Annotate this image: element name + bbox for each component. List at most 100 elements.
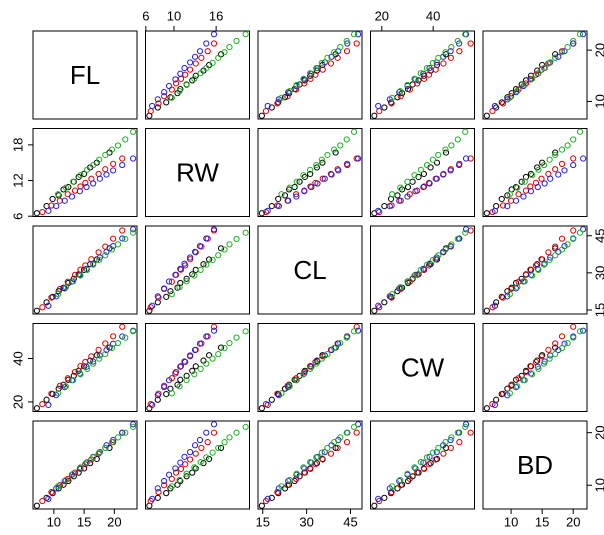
point <box>576 229 584 236</box>
point <box>321 59 328 66</box>
point <box>507 197 515 204</box>
point <box>177 279 184 287</box>
point <box>177 75 185 82</box>
panel <box>145 128 250 217</box>
point <box>396 89 403 96</box>
point <box>335 167 342 174</box>
point <box>198 54 205 61</box>
point <box>147 304 154 311</box>
point <box>187 254 194 261</box>
point <box>398 186 406 193</box>
point <box>154 96 161 103</box>
point <box>350 31 358 38</box>
point <box>210 421 218 428</box>
point <box>84 266 91 273</box>
point <box>122 429 129 436</box>
point <box>371 502 378 509</box>
point <box>154 104 161 111</box>
point <box>181 260 188 267</box>
point <box>535 266 542 273</box>
point <box>54 291 62 298</box>
point <box>217 344 225 351</box>
point <box>209 256 216 264</box>
point <box>433 159 441 166</box>
point <box>417 459 424 466</box>
point <box>576 31 584 38</box>
x-tick-label: 10 <box>47 514 61 529</box>
point <box>375 302 382 309</box>
point <box>45 495 52 503</box>
point <box>546 156 553 163</box>
point <box>197 459 204 466</box>
point <box>233 37 240 45</box>
y-tick-label: 45 <box>592 228 604 242</box>
point <box>493 299 500 306</box>
point <box>268 494 275 501</box>
point <box>204 48 211 55</box>
point <box>491 207 499 214</box>
point <box>96 254 103 261</box>
point <box>308 183 315 191</box>
point <box>108 439 116 446</box>
point <box>90 358 97 365</box>
point <box>90 261 97 268</box>
point <box>313 360 320 367</box>
panel <box>145 225 250 315</box>
point <box>262 108 270 115</box>
point <box>146 307 153 314</box>
point <box>521 377 528 384</box>
point <box>564 142 571 149</box>
point <box>209 355 216 362</box>
point <box>90 454 97 461</box>
point <box>337 434 344 441</box>
point <box>149 401 156 409</box>
point <box>397 476 404 484</box>
point <box>286 88 293 95</box>
point <box>404 278 411 285</box>
point <box>215 444 222 452</box>
point <box>95 346 102 353</box>
point <box>447 167 454 174</box>
point <box>483 210 490 217</box>
point <box>397 284 404 291</box>
point <box>344 161 351 169</box>
point <box>242 31 249 38</box>
point <box>102 151 109 159</box>
point <box>149 302 156 309</box>
point <box>371 112 378 119</box>
point <box>182 71 189 78</box>
point <box>284 482 291 489</box>
panel <box>370 323 475 412</box>
point <box>70 473 77 480</box>
point <box>264 207 271 214</box>
point <box>529 75 536 82</box>
y-tick-label: 30 <box>592 266 604 280</box>
point <box>432 456 439 463</box>
point <box>189 469 196 476</box>
point <box>412 271 419 278</box>
point <box>455 161 463 169</box>
point <box>423 261 431 268</box>
point <box>397 88 404 95</box>
point <box>281 192 289 199</box>
point <box>435 54 442 61</box>
point <box>388 191 396 198</box>
point <box>552 151 559 159</box>
point <box>456 439 463 446</box>
point <box>552 166 559 173</box>
point <box>397 184 404 191</box>
point <box>154 293 161 300</box>
point <box>558 235 566 242</box>
point <box>327 450 335 457</box>
point <box>43 299 50 306</box>
point <box>498 195 505 203</box>
point <box>414 271 421 278</box>
point <box>96 175 103 182</box>
point <box>286 184 293 191</box>
point <box>506 291 513 298</box>
point <box>454 37 461 45</box>
point <box>388 291 396 298</box>
point <box>176 88 183 95</box>
point <box>165 82 173 90</box>
point <box>275 202 282 210</box>
